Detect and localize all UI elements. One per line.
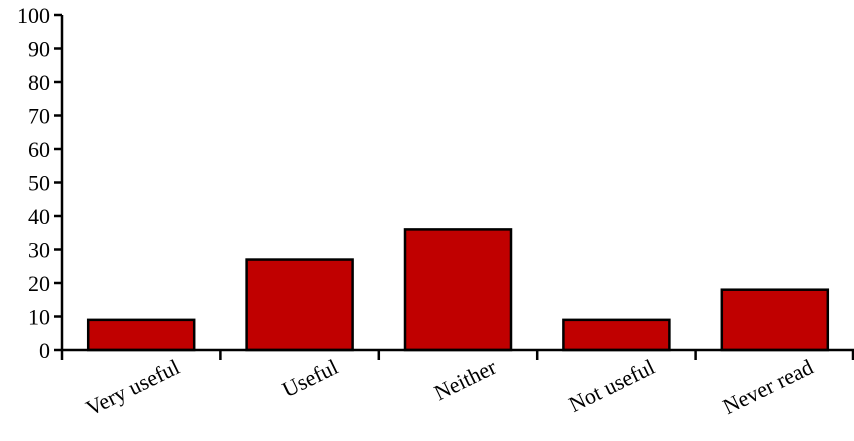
y-tick-label: 100: [17, 3, 50, 28]
y-tick-label: 40: [28, 204, 50, 229]
bars-layer: [86, 228, 830, 352]
bar-not-useful: [562, 318, 671, 352]
bar-very-useful: [86, 318, 196, 352]
y-tick-label: 60: [28, 137, 50, 162]
x-category-label: Not useful: [565, 354, 659, 417]
x-category-label: Very useful: [82, 354, 184, 421]
y-tick-label: 20: [28, 271, 50, 296]
y-tick-label: 30: [28, 238, 50, 263]
y-tick-label: 0: [39, 338, 50, 363]
x-category-label: Never read: [719, 354, 817, 419]
x-ticks-layer: Very useful Useful Neither Not useful Never …: [60, 350, 854, 421]
y-tick-label: 70: [28, 104, 50, 129]
y-tick-label: 90: [28, 37, 50, 62]
bar-never-read: [720, 288, 830, 352]
y-tick-label: 80: [28, 70, 50, 95]
bar-useful: [245, 258, 354, 352]
y-ticks-layer: 0 10 20 30 40 50 60 70 80 90 100: [17, 3, 62, 363]
x-category-label: Useful: [278, 354, 342, 402]
y-tick-label: 10: [28, 305, 50, 330]
y-tick-label: 50: [28, 171, 50, 196]
bar-neither: [403, 228, 513, 352]
x-category-label: Neither: [430, 354, 501, 406]
